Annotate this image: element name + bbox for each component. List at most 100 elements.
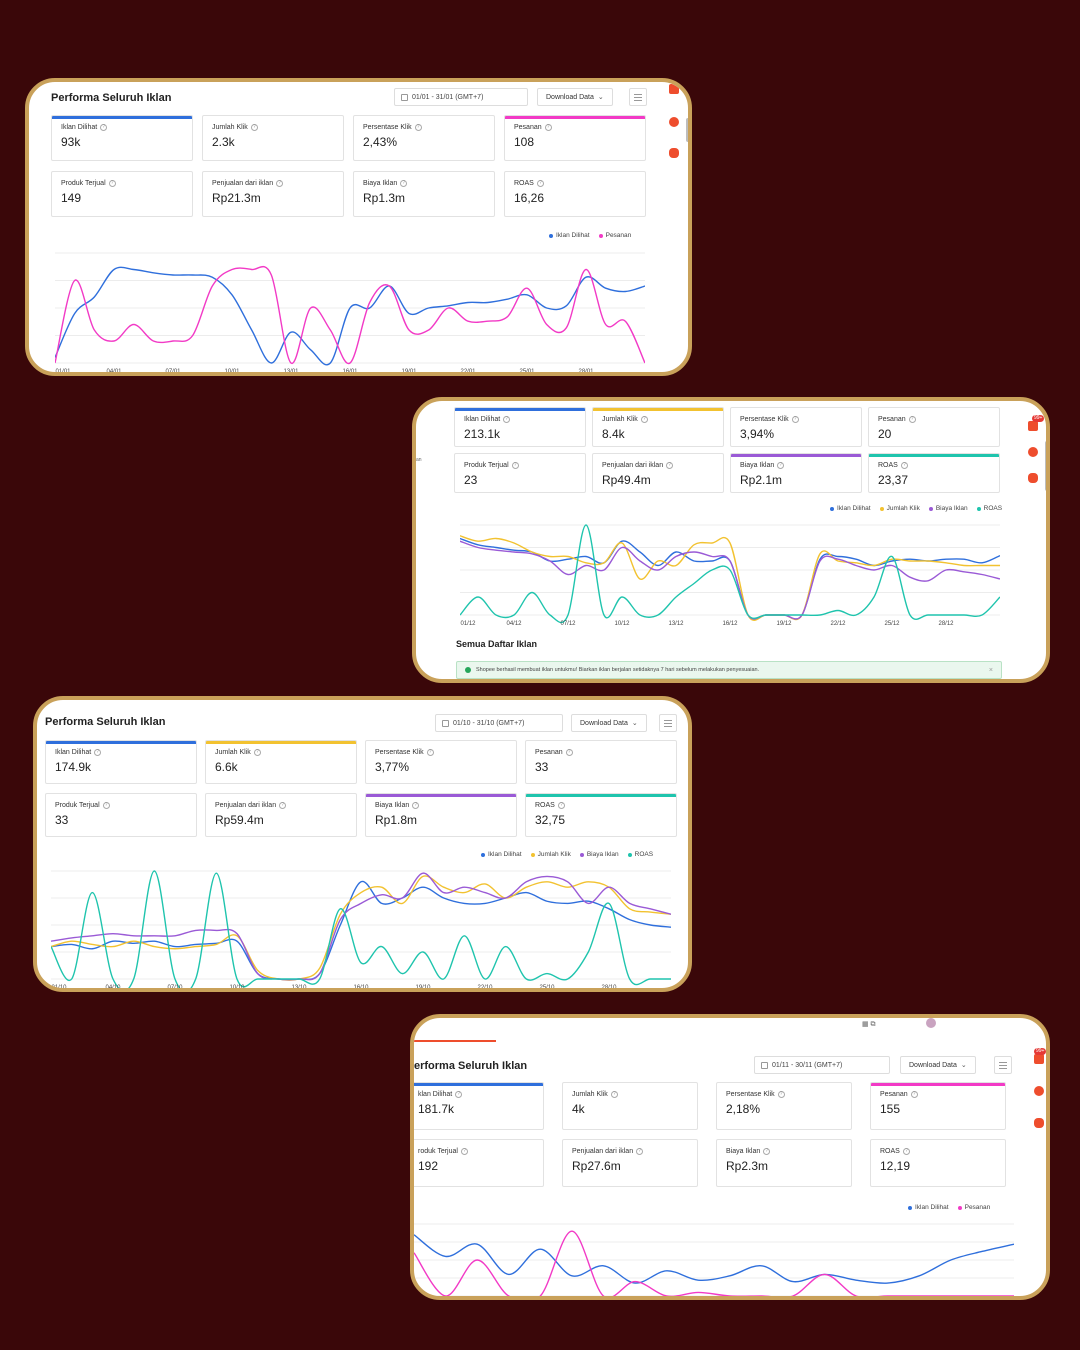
- date-range-picker[interactable]: 01/10 - 31/10 (GMT+7): [435, 714, 563, 732]
- help-icon[interactable]: ?: [777, 462, 785, 469]
- close-icon[interactable]: ×: [988, 666, 993, 674]
- help-icon[interactable]: ?: [763, 1148, 771, 1155]
- notification-icon[interactable]: [1034, 1054, 1044, 1064]
- legend-item[interactable]: ROAS: [976, 505, 1002, 512]
- metric-card[interactable]: ROAS? 23,37: [868, 453, 1000, 493]
- metric-card[interactable]: Biaya Iklan? Rp2.3m: [716, 1139, 852, 1187]
- metric-card[interactable]: Penjualan dari iklan? Rp59.4m: [205, 793, 357, 837]
- help-icon[interactable]: ?: [557, 802, 565, 809]
- download-data-button[interactable]: Download Data ⌄: [900, 1056, 976, 1074]
- help-icon[interactable]: ?: [279, 802, 287, 809]
- metric-card[interactable]: Persentase Klik? 3,77%: [365, 740, 517, 784]
- help-icon[interactable]: ?: [636, 1148, 644, 1155]
- help-icon[interactable]: ?: [610, 1091, 618, 1098]
- menu-button[interactable]: [994, 1056, 1012, 1074]
- help-icon[interactable]: ?: [412, 802, 420, 809]
- download-data-button[interactable]: Download Data ⌄: [571, 714, 647, 732]
- menu-button[interactable]: [659, 714, 677, 732]
- chat-icon[interactable]: [1028, 473, 1038, 483]
- help-icon[interactable]: ?: [900, 462, 908, 469]
- metric-card[interactable]: Pesanan? 108: [504, 115, 646, 161]
- series-line-iklan-dilihat[interactable]: [414, 1234, 1014, 1284]
- metric-card[interactable]: Iklan Dilihat? 213.1k: [454, 407, 586, 447]
- metric-card[interactable]: Iklan Dilihat? 93k: [51, 115, 193, 161]
- legend-item[interactable]: Pesanan: [957, 1204, 990, 1211]
- help-icon[interactable]: ?: [565, 749, 573, 756]
- notification-icon[interactable]: [1028, 421, 1038, 431]
- metric-card[interactable]: Iklan Dilihat? 174.9k: [45, 740, 197, 784]
- metric-card[interactable]: roduk Terjual? 192: [414, 1139, 544, 1187]
- legend-item[interactable]: Iklan Dilihat: [549, 232, 590, 239]
- date-range-picker[interactable]: 01/01 - 31/01 (GMT+7): [394, 88, 528, 106]
- metric-card[interactable]: Biaya Iklan? Rp1.3m: [353, 171, 495, 217]
- avatar[interactable]: [926, 1018, 936, 1028]
- metric-card[interactable]: ROAS? 32,75: [525, 793, 677, 837]
- help-icon[interactable]: ?: [791, 416, 799, 423]
- help-icon[interactable]: ?: [102, 802, 110, 809]
- legend-item[interactable]: ROAS: [627, 851, 653, 858]
- legend-item[interactable]: Iklan Dilihat: [908, 1204, 949, 1211]
- chat-icon[interactable]: [1034, 1118, 1044, 1128]
- series-line-pesanan[interactable]: [414, 1230, 1014, 1298]
- series-line-biaya-iklan[interactable]: [460, 540, 1000, 620]
- metric-card[interactable]: Pesanan? 155: [870, 1082, 1006, 1130]
- account-name[interactable]: ▦ ⧉: [862, 1021, 876, 1028]
- shop-icon[interactable]: [669, 117, 679, 127]
- help-icon[interactable]: ?: [400, 180, 408, 187]
- help-icon[interactable]: ?: [94, 749, 102, 756]
- legend-item[interactable]: Biaya Iklan: [579, 851, 619, 858]
- series-line-biaya-iklan[interactable]: [51, 872, 671, 981]
- help-icon[interactable]: ?: [100, 124, 108, 131]
- metric-card[interactable]: Penjualan dari iklan? Rp21.3m: [202, 171, 344, 217]
- series-line-roas[interactable]: [51, 870, 671, 991]
- scrollbar[interactable]: [686, 118, 688, 142]
- series-line-iklan-dilihat[interactable]: [460, 537, 1000, 620]
- help-icon[interactable]: ?: [536, 180, 544, 187]
- help-icon[interactable]: ?: [108, 180, 116, 187]
- metric-card[interactable]: Biaya Iklan? Rp2.1m: [730, 453, 862, 493]
- metric-card[interactable]: Pesanan? 33: [525, 740, 677, 784]
- metric-card[interactable]: Persentase Klik? 2,43%: [353, 115, 495, 161]
- series-line-jumlah-klik[interactable]: [460, 535, 1000, 621]
- scrollbar[interactable]: [1045, 441, 1046, 491]
- shop-icon[interactable]: [1034, 1086, 1044, 1096]
- metric-card[interactable]: Pesanan? 20: [868, 407, 1000, 447]
- metric-card[interactable]: ROAS? 16,26: [504, 171, 646, 217]
- date-range-picker[interactable]: 01/11 - 30/11 (GMT+7): [754, 1056, 890, 1074]
- help-icon[interactable]: ?: [544, 124, 552, 131]
- shop-icon[interactable]: [1028, 447, 1038, 457]
- help-icon[interactable]: ?: [777, 1091, 785, 1098]
- help-icon[interactable]: ?: [460, 1148, 468, 1155]
- metric-card[interactable]: Penjualan dari iklan? Rp49.4m: [592, 453, 724, 493]
- metric-card[interactable]: klan Dilihat? 181.7k: [414, 1082, 544, 1130]
- metric-card[interactable]: Jumlah Klik? 4k: [562, 1082, 698, 1130]
- chat-icon[interactable]: [669, 148, 679, 158]
- metric-card[interactable]: Jumlah Klik? 8.4k: [592, 407, 724, 447]
- help-icon[interactable]: ?: [276, 180, 284, 187]
- metric-card[interactable]: Jumlah Klik? 2.3k: [202, 115, 344, 161]
- help-icon[interactable]: ?: [503, 416, 511, 423]
- metric-card[interactable]: Persentase Klik? 2,18%: [716, 1082, 852, 1130]
- legend-item[interactable]: Biaya Iklan: [928, 505, 968, 512]
- legend-item[interactable]: Pesanan: [598, 232, 631, 239]
- series-line-iklan-dilihat[interactable]: [51, 880, 671, 981]
- metric-card[interactable]: Jumlah Klik? 6.6k: [205, 740, 357, 784]
- menu-button[interactable]: [629, 88, 647, 106]
- metric-card[interactable]: Produk Terjual? 149: [51, 171, 193, 217]
- help-icon[interactable]: ?: [511, 462, 519, 469]
- help-icon[interactable]: ?: [250, 124, 258, 131]
- legend-item[interactable]: Jumlah Klik: [530, 851, 571, 858]
- help-icon[interactable]: ?: [253, 749, 261, 756]
- help-icon[interactable]: ?: [426, 749, 434, 756]
- help-icon[interactable]: ?: [902, 1148, 910, 1155]
- series-line-roas[interactable]: [460, 524, 1000, 624]
- series-line-pesanan[interactable]: [55, 265, 645, 364]
- help-icon[interactable]: ?: [666, 462, 674, 469]
- legend-item[interactable]: Iklan Dilihat: [481, 851, 522, 858]
- metric-card[interactable]: Produk Terjual? 33: [45, 793, 197, 837]
- metric-card[interactable]: Penjualan dari iklan? Rp27.6m: [562, 1139, 698, 1187]
- legend-item[interactable]: Iklan Dilihat: [830, 505, 871, 512]
- metric-card[interactable]: Produk Terjual? 23: [454, 453, 586, 493]
- series-line-jumlah-klik[interactable]: [51, 875, 671, 981]
- help-icon[interactable]: ?: [455, 1091, 463, 1098]
